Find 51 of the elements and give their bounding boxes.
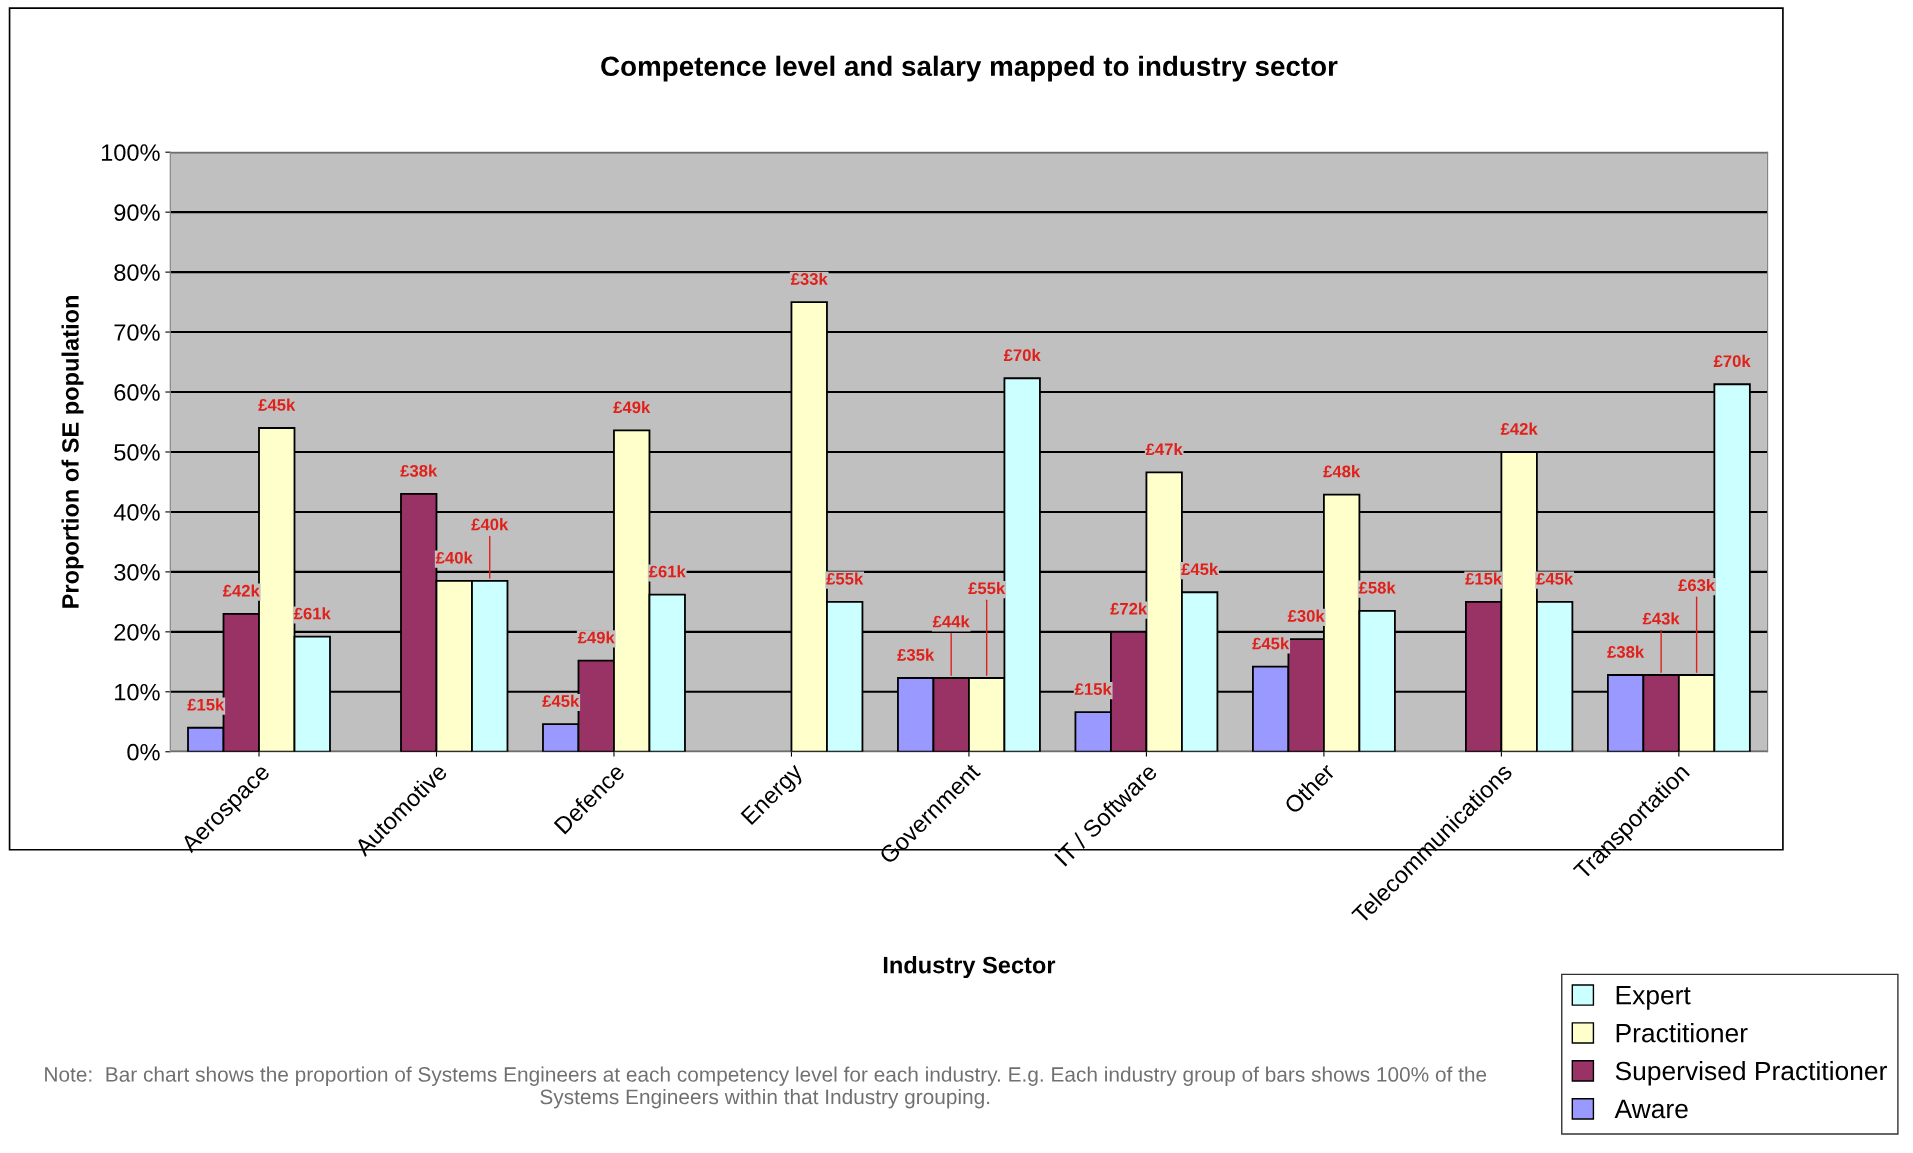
legend-label: Practitioner (1616, 1023, 1748, 1043)
annotation: £43k (1642, 612, 1680, 625)
legend-label: Aware (1614, 1099, 1688, 1119)
annotation: £72k (1110, 602, 1148, 615)
text: Note: Bar chart shows the proportion of Systems Engineers at each competency level for each industry. E.g. Each industry group of bars shows 100% of the Systems Engineers within that Industry grouping. (45, 1066, 1487, 1109)
annotation: £63k (1678, 578, 1716, 592)
annotation: £47k (1145, 442, 1183, 456)
annotation: £61k (648, 565, 686, 578)
chart-title: Competence level and salary mapped to industry sector (601, 55, 1338, 82)
annotation: £33k (790, 272, 828, 285)
legend-label: Supervised Practitioner (1615, 1060, 1887, 1086)
y-tick-label: 20% (114, 623, 160, 641)
y-tick-label: 90% (114, 204, 160, 221)
x-axis-title: Industry Sector (883, 956, 1056, 979)
y-tick-label: 30% (114, 563, 160, 581)
annotation: £35k (897, 648, 935, 661)
annotation: £70k (1003, 348, 1041, 362)
annotation: £44k (932, 615, 970, 628)
y-tick-label: 50% (114, 444, 160, 461)
y-tick-label: 0% (127, 743, 160, 761)
annotation: £15k (1465, 572, 1503, 585)
annotation: £45k (1536, 572, 1574, 585)
annotation: £38k (1607, 645, 1645, 658)
annotation: £55k (968, 581, 1006, 595)
annotation: £49k (613, 400, 651, 414)
annotation: £45k (258, 398, 296, 411)
annotation: £49k (577, 631, 615, 644)
annotation: £42k (222, 584, 260, 597)
y-axis-title: Proportion of SE population (61, 296, 84, 608)
y-tick-label: 100% (101, 144, 160, 161)
y-tick-label: 80% (114, 264, 160, 281)
annotation: £30k (1287, 609, 1325, 622)
annotation: £15k (1074, 682, 1112, 695)
y-tick-label: 40% (113, 504, 160, 521)
annotation: £45k (542, 694, 580, 707)
annotation: £45k (1252, 637, 1290, 650)
annotation: £42k (1500, 422, 1538, 435)
y-tick-label: 70% (114, 324, 160, 341)
annotation: £61k (293, 607, 331, 620)
annotation: £40k (435, 551, 473, 564)
annotation: £40k (471, 518, 509, 531)
annotation: £38k (400, 464, 438, 477)
annotation: £55k (826, 572, 864, 585)
annotation: £45k (1181, 562, 1219, 576)
annotation: £58k (1358, 581, 1396, 594)
y-tick-label: 60% (114, 384, 160, 401)
annotation: £70k (1713, 354, 1751, 368)
annotation: £15k (187, 698, 225, 711)
y-tick-label: 10% (115, 683, 160, 701)
annotation: £48k (1323, 465, 1361, 478)
legend-label: Expert (1616, 986, 1691, 1010)
